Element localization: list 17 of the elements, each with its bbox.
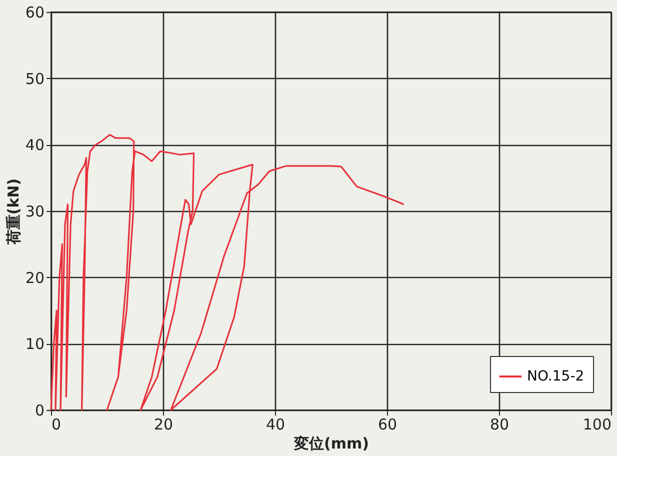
x-tick-label: 60: [378, 416, 398, 434]
x-tick-label: 100: [582, 416, 612, 434]
x-axis-title: 変位(mm): [293, 434, 369, 452]
y-tick-label: 40: [25, 136, 44, 154]
x-tick-label: 20: [154, 416, 174, 434]
y-tick-label: 50: [25, 70, 44, 88]
y-axis-title: 荷重(kN): [4, 178, 22, 246]
x-tick-label: 0: [52, 416, 62, 434]
legend-label: NO.15-2: [527, 368, 584, 384]
y-tick-label: 20: [25, 268, 44, 287]
x-tick-label: 80: [490, 416, 510, 434]
x-tick-label: 40: [266, 416, 286, 434]
y-tick-label: 60: [25, 4, 44, 22]
y-tick-label: 30: [25, 202, 44, 220]
y-tick-label: 0: [34, 402, 44, 420]
y-tick-label: 10: [25, 335, 44, 354]
line-series: [50, 134, 405, 411]
